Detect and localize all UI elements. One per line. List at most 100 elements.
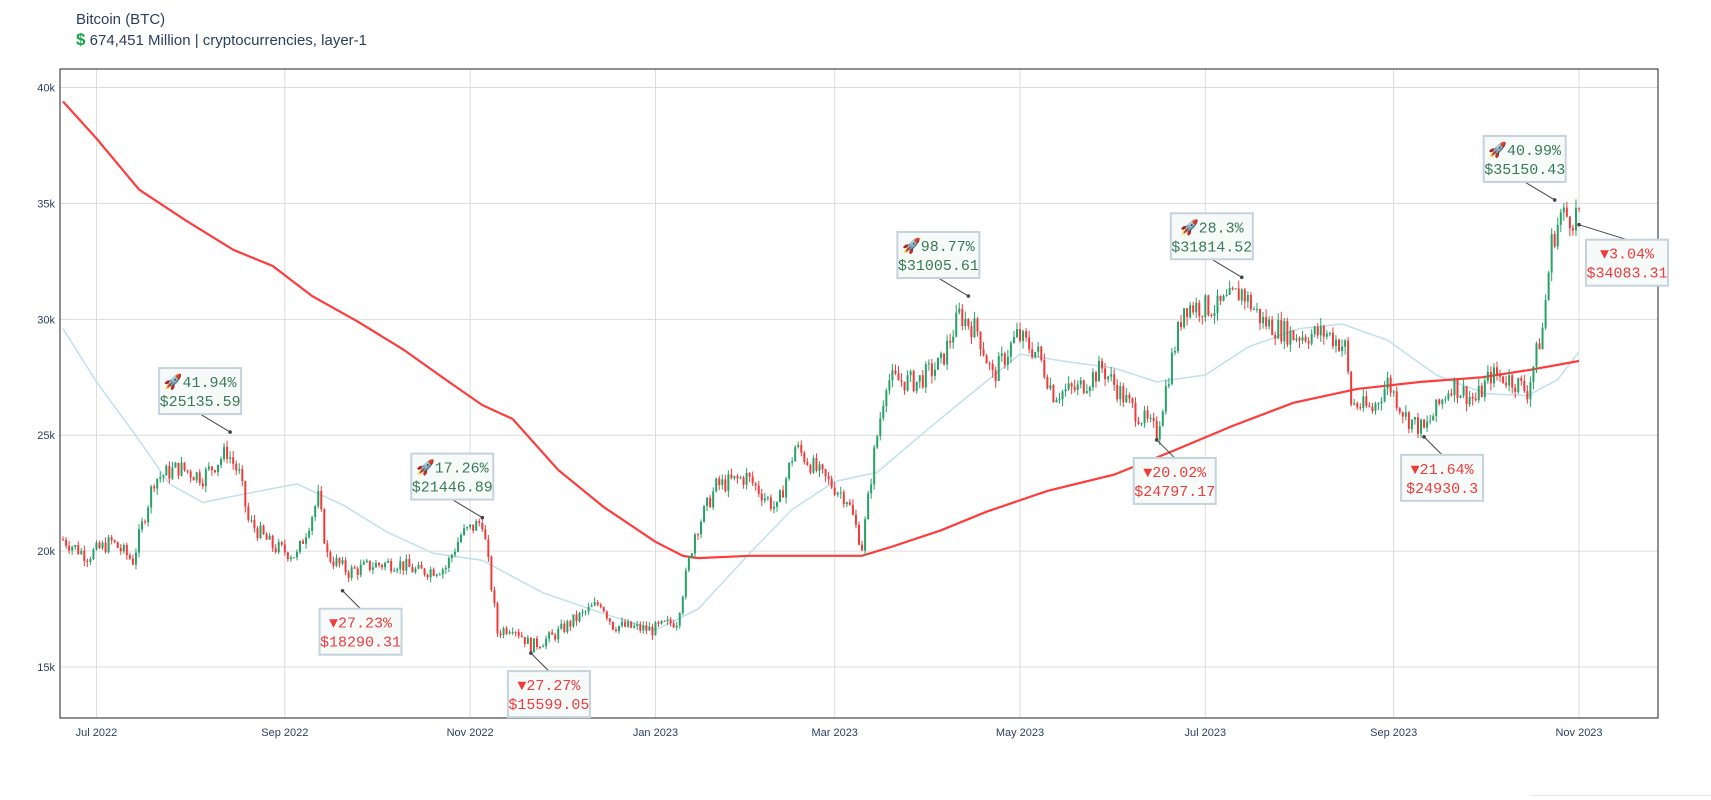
candle-body bbox=[648, 626, 651, 631]
candle-body bbox=[1492, 367, 1495, 384]
candle-body bbox=[1225, 294, 1228, 296]
annotation-price: $24797.17 bbox=[1134, 484, 1215, 501]
candle-body bbox=[967, 318, 970, 327]
candle-body bbox=[642, 625, 645, 631]
candle-body bbox=[1547, 272, 1550, 301]
candle-body bbox=[204, 469, 207, 487]
candle-body bbox=[1125, 395, 1128, 403]
candle-body bbox=[1222, 295, 1225, 301]
y-tick-label: 20k bbox=[37, 546, 55, 558]
annotation-arrow bbox=[530, 652, 550, 672]
candle-body bbox=[113, 540, 116, 542]
candle-body bbox=[417, 565, 420, 569]
candle-body bbox=[147, 507, 150, 523]
candle-body bbox=[247, 506, 250, 521]
candle-body bbox=[326, 543, 329, 553]
candle-body bbox=[532, 638, 535, 653]
candle-body bbox=[1085, 390, 1088, 394]
candle-body bbox=[624, 621, 627, 627]
candle-body bbox=[95, 542, 98, 550]
candle-body bbox=[912, 371, 915, 392]
candle-body bbox=[1368, 405, 1371, 407]
candle-body bbox=[1140, 423, 1143, 425]
candle-body bbox=[578, 612, 581, 622]
candle-body bbox=[991, 363, 994, 371]
candle-body bbox=[387, 561, 390, 563]
candle-body bbox=[775, 501, 778, 507]
candle-body bbox=[463, 528, 466, 535]
candle-body bbox=[1009, 342, 1012, 357]
candle-body bbox=[1183, 308, 1186, 328]
candle-body bbox=[1207, 295, 1210, 315]
candle-body bbox=[660, 620, 663, 624]
candle-body bbox=[353, 567, 356, 569]
candle-body bbox=[374, 562, 377, 568]
candle-body bbox=[1477, 385, 1480, 401]
candle-body bbox=[867, 493, 870, 520]
annotation-box bbox=[1169, 212, 1254, 261]
candle-body bbox=[1289, 330, 1292, 345]
candle-body bbox=[958, 308, 961, 313]
candle-body bbox=[1568, 216, 1571, 229]
x-tick-label: Nov 2023 bbox=[1555, 727, 1602, 739]
candle-body bbox=[302, 540, 305, 544]
candle-body bbox=[280, 542, 283, 545]
candle-body bbox=[390, 561, 393, 572]
candle-body bbox=[1550, 234, 1553, 273]
candle-body bbox=[1401, 412, 1404, 417]
corner-divider bbox=[1531, 795, 1711, 800]
candle-body bbox=[1246, 294, 1249, 302]
annotation-arrowhead bbox=[966, 294, 971, 298]
candle-body bbox=[575, 614, 578, 622]
candle-body bbox=[1082, 380, 1085, 394]
annotation-trough: ▼3.04% $34083.31 bbox=[1577, 222, 1670, 287]
candle-body bbox=[1113, 374, 1116, 385]
candle-body bbox=[1170, 352, 1173, 385]
annotation-box bbox=[1482, 134, 1567, 183]
candle-body bbox=[92, 549, 95, 560]
candle-body bbox=[657, 622, 660, 624]
candle-body bbox=[921, 375, 924, 388]
candle-body bbox=[98, 542, 101, 549]
candle-body bbox=[1444, 399, 1447, 401]
candle-body bbox=[1286, 321, 1289, 345]
candle-body bbox=[226, 446, 229, 459]
candle-body bbox=[1304, 336, 1307, 342]
candle-body bbox=[821, 464, 824, 470]
candle-body bbox=[1061, 391, 1064, 400]
candle-body bbox=[490, 556, 493, 590]
candle-body bbox=[815, 458, 818, 471]
annotation-price: $25135.59 bbox=[160, 394, 241, 411]
candle-body bbox=[274, 548, 277, 553]
x-tick-label: Mar 2023 bbox=[811, 727, 857, 739]
candle-body bbox=[371, 567, 374, 570]
x-axis: Jul 2022 Sep 2022 Nov 2022 Jan 2023 Mar 2023… bbox=[76, 727, 1603, 739]
candle-body bbox=[65, 539, 68, 546]
candle-body bbox=[481, 523, 484, 530]
candle-body bbox=[1553, 234, 1556, 247]
candle-body bbox=[1119, 386, 1122, 400]
candle-body bbox=[74, 545, 77, 548]
annotation-box bbox=[158, 367, 243, 416]
candle-body bbox=[1249, 294, 1252, 310]
candle-body bbox=[596, 602, 599, 605]
candle-body bbox=[189, 471, 192, 478]
candle-body bbox=[590, 605, 593, 607]
candle-body bbox=[1088, 387, 1091, 391]
candle-body bbox=[283, 544, 286, 553]
moving-averages bbox=[62, 100, 1580, 631]
candle-body bbox=[742, 477, 745, 485]
candle-body bbox=[930, 363, 933, 376]
candle-body bbox=[368, 560, 371, 570]
candle-body bbox=[1383, 388, 1386, 402]
candle-body bbox=[763, 498, 766, 501]
candle-body bbox=[551, 632, 554, 635]
candle-body bbox=[1322, 326, 1325, 337]
candle-body bbox=[830, 478, 833, 488]
candle-body bbox=[1158, 426, 1161, 440]
candle-body bbox=[712, 491, 715, 508]
candle-body bbox=[320, 490, 323, 510]
annotation-price: $24930.3 bbox=[1406, 481, 1478, 498]
candle-body bbox=[1514, 387, 1517, 392]
candle-body bbox=[344, 560, 347, 573]
